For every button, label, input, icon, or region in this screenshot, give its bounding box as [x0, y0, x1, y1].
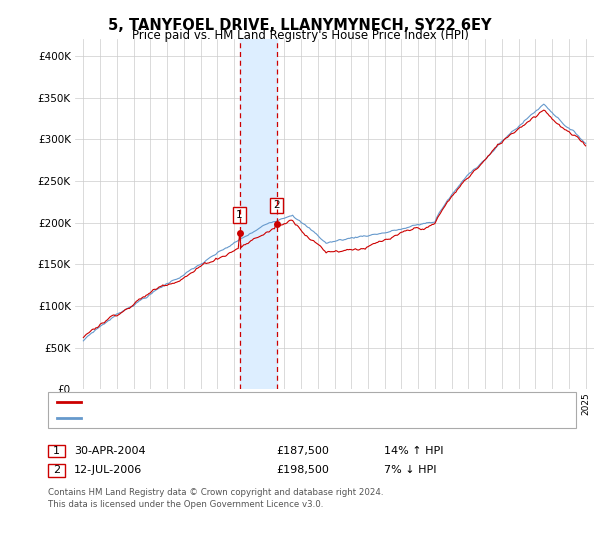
- Text: This data is licensed under the Open Government Licence v3.0.: This data is licensed under the Open Gov…: [48, 500, 323, 508]
- Text: HPI: Average price, detached house, Powys: HPI: Average price, detached house, Powy…: [87, 413, 312, 423]
- Text: 1: 1: [53, 446, 60, 456]
- Text: Contains HM Land Registry data © Crown copyright and database right 2024.: Contains HM Land Registry data © Crown c…: [48, 488, 383, 497]
- Text: 2: 2: [53, 465, 60, 475]
- Bar: [239, 39, 277, 389]
- Text: 1: 1: [236, 209, 243, 220]
- Text: 14% ↑ HPI: 14% ↑ HPI: [384, 446, 443, 456]
- Text: 5, TANYFOEL DRIVE, LLANYMYNECH, SY22 6EY (detached house): 5, TANYFOEL DRIVE, LLANYMYNECH, SY22 6EY…: [87, 397, 422, 407]
- Text: 5, TANYFOEL DRIVE, LLANYMYNECH, SY22 6EY: 5, TANYFOEL DRIVE, LLANYMYNECH, SY22 6EY: [108, 18, 492, 34]
- Text: Price paid vs. HM Land Registry's House Price Index (HPI): Price paid vs. HM Land Registry's House …: [131, 29, 469, 42]
- Text: £198,500: £198,500: [276, 465, 329, 475]
- Text: 12-JUL-2006: 12-JUL-2006: [74, 465, 142, 475]
- Text: £187,500: £187,500: [276, 446, 329, 456]
- Text: 2: 2: [273, 200, 280, 211]
- Text: 7% ↓ HPI: 7% ↓ HPI: [384, 465, 437, 475]
- Text: 30-APR-2004: 30-APR-2004: [74, 446, 145, 456]
